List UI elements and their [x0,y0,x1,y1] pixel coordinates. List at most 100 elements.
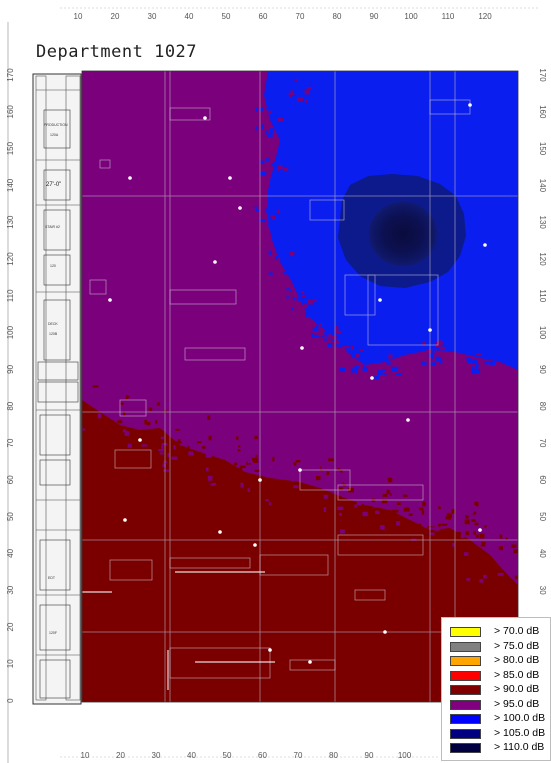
contour-speckle [473,530,476,535]
x-axis-top-ticks: 10 20 30 40 50 60 70 80 90 100 110 120 [74,12,493,21]
contour-speckle [290,90,294,95]
contour-speckle [208,435,212,441]
contour-speckle [421,532,426,536]
contour-speckle [194,421,197,425]
x-tick-label: 20 [116,751,125,760]
contour-speckle [210,483,215,486]
contour-speckle [456,545,459,550]
x-tick-label: 10 [81,751,90,760]
contour-speckle [438,506,441,510]
legend-label: > 100.0 dB [494,712,546,724]
contour-speckle [338,487,343,491]
equipment-marker [383,630,387,634]
y-tick-label: 30 [538,586,547,595]
contour-speckle [272,473,275,476]
contour-speckle [384,373,388,375]
contour-speckle [365,526,370,530]
contour-speckle [92,385,99,388]
contour-speckle [430,532,435,536]
contour-speckle [381,499,388,504]
contour-speckle [362,511,368,517]
contour-speckle [467,527,470,530]
legend-item: > 90.0 dB [450,683,550,697]
contour-speckle [456,534,462,538]
contour-speckle [334,331,341,334]
contour-speckle [239,465,246,468]
legend-label: > 80.0 dB [494,654,540,666]
contour-speckle [295,460,301,463]
contour-speckle [446,512,452,518]
contour-speckle [302,294,306,298]
contour-speckle [246,483,250,488]
y-tick-label: 100 [6,325,15,339]
contour-speckle [275,481,278,485]
contour-speckle [255,489,258,493]
contour-speckle [252,484,256,489]
equipment-marker [253,543,257,547]
y-tick-label: 100 [538,326,547,340]
contour-speckle [471,369,478,375]
equipment-marker [370,376,374,380]
contour-speckle [268,110,272,114]
contour-speckle [289,251,295,257]
contour-speckle [351,347,357,351]
contour-speckle [254,469,260,472]
floor-plan-strip: PRODUCTION 120A STAIR #2 DECK 120B 120F … [32,73,82,705]
x-tick-label: 120 [478,12,492,21]
contour-speckle [307,299,314,305]
contour-speckle [125,395,129,400]
equipment-marker [298,468,302,472]
contour-speckle [306,86,312,90]
contour-speckle [229,442,235,445]
contour-speckle [319,323,322,327]
y-axis-left-ticks: 1701601501401301201101009080706050403020… [6,68,15,703]
contour-speckle [315,324,319,328]
contour-speckle [210,459,216,462]
contour-speckle [484,360,491,365]
contour-speckle [193,441,197,445]
x-tick-label: 70 [296,12,305,21]
contour-speckle [293,485,299,489]
x-tick-label: 90 [365,751,374,760]
contour-speckle [274,114,278,119]
contour-speckle [289,93,292,98]
x-tick-label: 110 [442,12,455,21]
x-tick-label: 80 [333,12,342,21]
contour-speckle [266,107,272,110]
contour-speckle [442,338,445,342]
contour-speckle [148,407,153,411]
contour-speckle [279,131,285,135]
contour-speckle [158,449,164,452]
contour-speckle [286,296,289,299]
contour-speckle [237,461,241,466]
contour-speckle [266,483,270,488]
contour-speckle [478,574,481,578]
contour-speckle [474,349,479,353]
contour-speckle [85,415,90,418]
contour-speckle [267,463,272,469]
plan-label-120: 120 [50,264,56,268]
contour-speckle [300,291,305,294]
contour-speckle [283,168,289,171]
contour-speckle [514,575,518,579]
legend-swatch [450,728,481,739]
contour-speckle [263,127,270,131]
contour-speckle [205,469,210,475]
y-tick-label: 120 [538,252,547,266]
contour-speckle [422,501,426,507]
contour-speckle [272,456,275,462]
contour-speckle [296,97,299,101]
contour-speckle [297,97,303,102]
contour-speckle [120,402,124,405]
contour-speckle [451,508,455,514]
contour-speckle [396,373,402,376]
contour-speckle [200,459,206,465]
contour-speckle [323,507,327,512]
contour-speckle [159,423,163,427]
contour-speckle [268,272,273,275]
x-tick-label: 60 [258,751,267,760]
contour-speckle [123,411,126,416]
y-tick-label: 130 [6,215,15,229]
page-title: Department 1027 [36,42,198,62]
